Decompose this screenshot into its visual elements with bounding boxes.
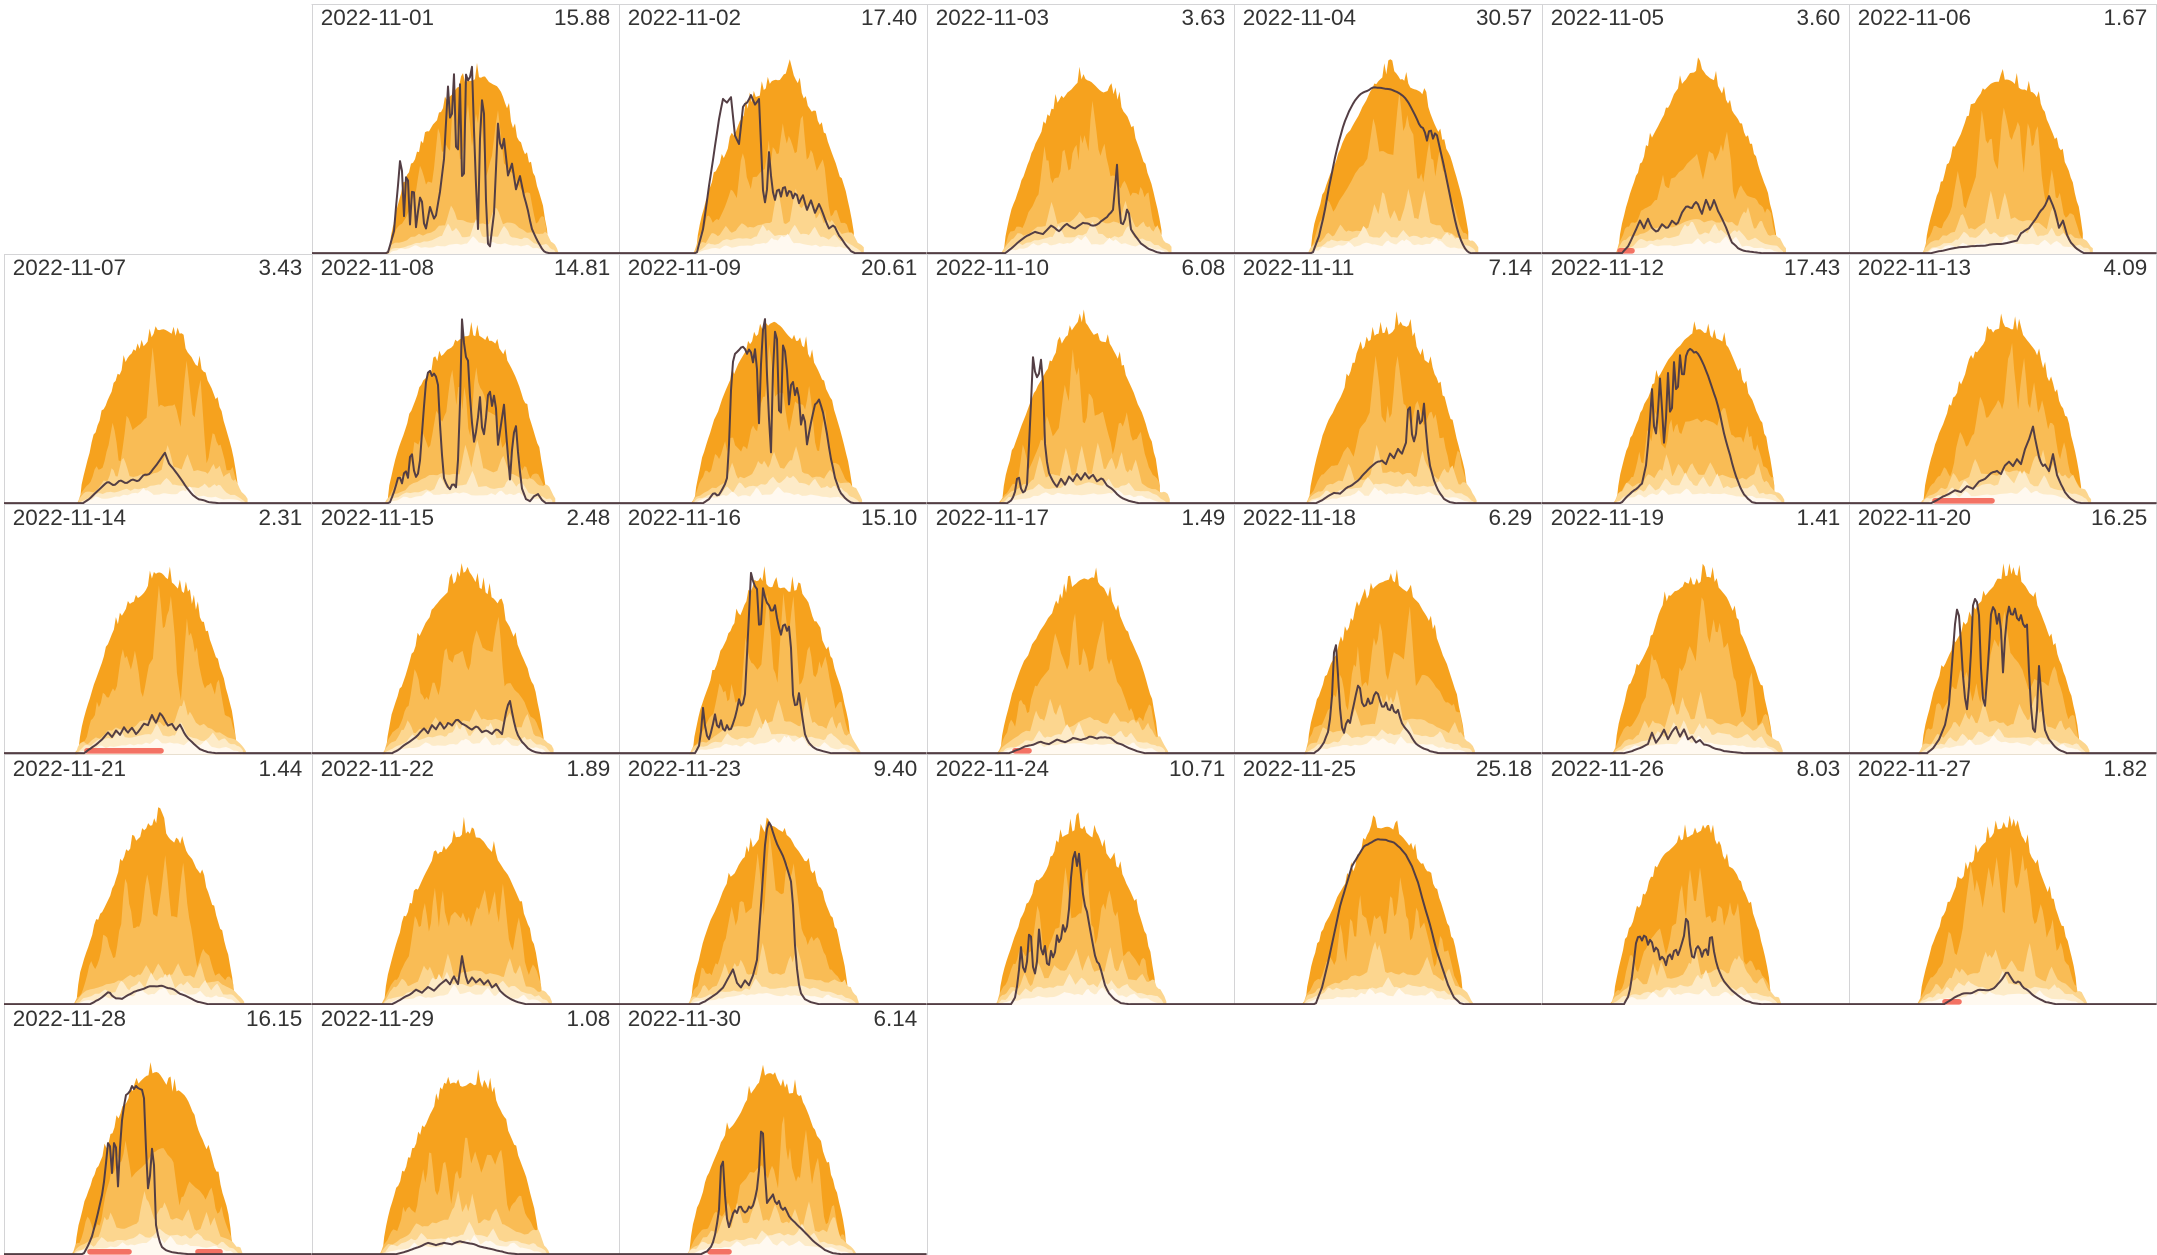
svg-text:1.67: 1.67 bbox=[2104, 5, 2148, 30]
svg-text:3.60: 3.60 bbox=[1796, 5, 1840, 30]
svg-text:2022-11-07: 2022-11-07 bbox=[13, 255, 126, 280]
svg-text:2022-11-18: 2022-11-18 bbox=[1243, 505, 1356, 530]
svg-text:1.08: 1.08 bbox=[566, 1006, 610, 1031]
svg-text:2022-11-19: 2022-11-19 bbox=[1551, 505, 1664, 530]
svg-text:2022-11-20: 2022-11-20 bbox=[1858, 505, 1971, 530]
svg-text:2022-11-22: 2022-11-22 bbox=[320, 755, 433, 780]
svg-text:2022-11-09: 2022-11-09 bbox=[628, 255, 741, 280]
svg-text:3.63: 3.63 bbox=[1181, 5, 1225, 30]
svg-text:1.41: 1.41 bbox=[1796, 505, 1840, 530]
svg-text:16.15: 16.15 bbox=[246, 1006, 302, 1031]
svg-text:2022-11-28: 2022-11-28 bbox=[13, 1006, 126, 1031]
svg-text:2022-11-16: 2022-11-16 bbox=[628, 505, 741, 530]
svg-text:2022-11-21: 2022-11-21 bbox=[13, 755, 126, 780]
svg-text:6.08: 6.08 bbox=[1181, 255, 1225, 280]
svg-text:3.43: 3.43 bbox=[259, 255, 303, 280]
svg-text:2022-11-23: 2022-11-23 bbox=[628, 755, 741, 780]
svg-text:2022-11-11: 2022-11-11 bbox=[1243, 255, 1355, 280]
svg-text:2022-11-02: 2022-11-02 bbox=[628, 5, 741, 30]
svg-text:2022-11-12: 2022-11-12 bbox=[1551, 255, 1664, 280]
svg-text:2.48: 2.48 bbox=[566, 505, 610, 530]
svg-text:2.31: 2.31 bbox=[259, 505, 303, 530]
svg-text:2022-11-05: 2022-11-05 bbox=[1551, 5, 1664, 30]
svg-text:6.14: 6.14 bbox=[874, 1006, 918, 1031]
svg-text:2022-11-15: 2022-11-15 bbox=[320, 505, 433, 530]
svg-text:25.18: 25.18 bbox=[1476, 755, 1532, 780]
svg-text:1.82: 1.82 bbox=[2104, 755, 2148, 780]
svg-text:8.03: 8.03 bbox=[1796, 755, 1840, 780]
svg-text:15.10: 15.10 bbox=[861, 505, 917, 530]
svg-text:16.25: 16.25 bbox=[2091, 505, 2147, 530]
svg-text:7.14: 7.14 bbox=[1489, 255, 1533, 280]
svg-text:10.71: 10.71 bbox=[1169, 755, 1225, 780]
svg-text:2022-11-17: 2022-11-17 bbox=[935, 505, 1048, 530]
svg-text:2022-11-25: 2022-11-25 bbox=[1243, 755, 1356, 780]
svg-text:14.81: 14.81 bbox=[554, 255, 610, 280]
svg-text:20.61: 20.61 bbox=[861, 255, 917, 280]
svg-text:2022-11-13: 2022-11-13 bbox=[1858, 255, 1971, 280]
svg-text:2022-11-04: 2022-11-04 bbox=[1243, 5, 1356, 30]
svg-text:2022-11-27: 2022-11-27 bbox=[1858, 755, 1971, 780]
svg-text:6.29: 6.29 bbox=[1489, 505, 1533, 530]
svg-text:2022-11-29: 2022-11-29 bbox=[320, 1006, 433, 1031]
svg-text:1.44: 1.44 bbox=[259, 755, 303, 780]
svg-text:2022-11-10: 2022-11-10 bbox=[935, 255, 1048, 280]
svg-text:2022-11-06: 2022-11-06 bbox=[1858, 5, 1971, 30]
svg-text:1.89: 1.89 bbox=[566, 755, 610, 780]
svg-text:17.40: 17.40 bbox=[861, 5, 917, 30]
svg-text:1.49: 1.49 bbox=[1181, 505, 1225, 530]
svg-text:4.09: 4.09 bbox=[2104, 255, 2148, 280]
svg-text:2022-11-03: 2022-11-03 bbox=[935, 5, 1048, 30]
svg-text:2022-11-26: 2022-11-26 bbox=[1551, 755, 1664, 780]
svg-text:2022-11-01: 2022-11-01 bbox=[320, 5, 433, 30]
svg-text:30.57: 30.57 bbox=[1476, 5, 1532, 30]
svg-text:2022-11-24: 2022-11-24 bbox=[935, 755, 1048, 780]
svg-text:15.88: 15.88 bbox=[554, 5, 610, 30]
svg-text:9.40: 9.40 bbox=[874, 755, 918, 780]
svg-text:2022-11-14: 2022-11-14 bbox=[13, 505, 126, 530]
svg-text:2022-11-08: 2022-11-08 bbox=[320, 255, 433, 280]
svg-text:17.43: 17.43 bbox=[1784, 255, 1840, 280]
svg-text:2022-11-30: 2022-11-30 bbox=[628, 1006, 741, 1031]
